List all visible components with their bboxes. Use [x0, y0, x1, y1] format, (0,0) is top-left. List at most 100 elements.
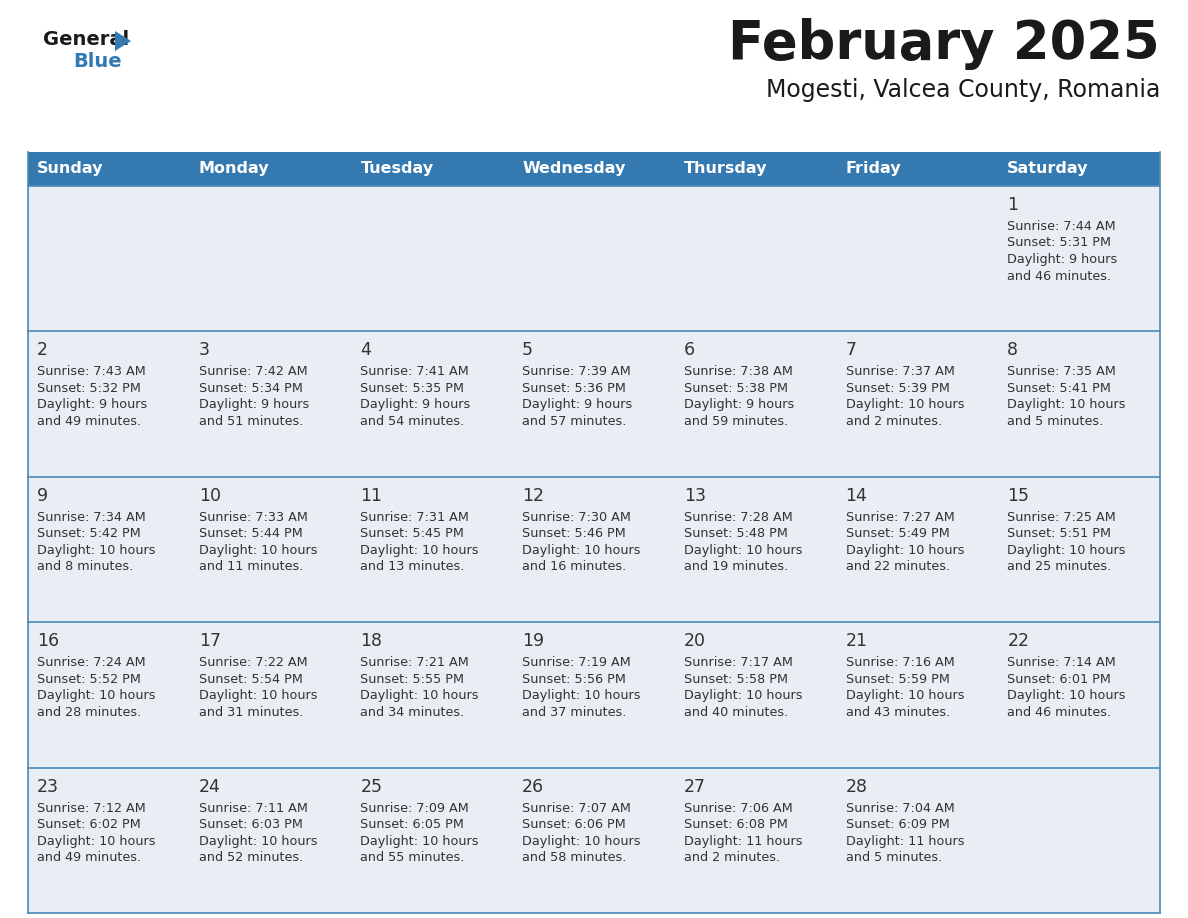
Text: Daylight: 10 hours: Daylight: 10 hours — [360, 543, 479, 557]
Text: Sunrise: 7:31 AM: Sunrise: 7:31 AM — [360, 510, 469, 524]
Text: Sunset: 5:34 PM: Sunset: 5:34 PM — [198, 382, 303, 395]
Text: Daylight: 9 hours: Daylight: 9 hours — [684, 398, 794, 411]
Text: Sunset: 5:39 PM: Sunset: 5:39 PM — [846, 382, 949, 395]
Text: Sunset: 5:38 PM: Sunset: 5:38 PM — [684, 382, 788, 395]
Text: Daylight: 9 hours: Daylight: 9 hours — [1007, 253, 1118, 266]
Text: and 5 minutes.: and 5 minutes. — [1007, 415, 1104, 428]
Text: Monday: Monday — [198, 162, 270, 176]
Text: Sunset: 5:49 PM: Sunset: 5:49 PM — [846, 527, 949, 541]
Text: and 8 minutes.: and 8 minutes. — [37, 560, 133, 574]
Text: Daylight: 10 hours: Daylight: 10 hours — [1007, 543, 1126, 557]
Text: 13: 13 — [684, 487, 706, 505]
Text: Sunrise: 7:24 AM: Sunrise: 7:24 AM — [37, 656, 146, 669]
Text: Sunrise: 7:42 AM: Sunrise: 7:42 AM — [198, 365, 308, 378]
Text: Sunset: 5:36 PM: Sunset: 5:36 PM — [523, 382, 626, 395]
Bar — [29, 331, 1159, 476]
Text: Sunset: 5:51 PM: Sunset: 5:51 PM — [1007, 527, 1111, 541]
Text: Daylight: 10 hours: Daylight: 10 hours — [523, 834, 640, 847]
Text: Sunrise: 7:11 AM: Sunrise: 7:11 AM — [198, 801, 308, 814]
Text: Blue: Blue — [72, 52, 121, 71]
Text: 14: 14 — [846, 487, 867, 505]
Text: Daylight: 10 hours: Daylight: 10 hours — [684, 689, 802, 702]
Polygon shape — [115, 31, 131, 51]
Text: Sunrise: 7:06 AM: Sunrise: 7:06 AM — [684, 801, 792, 814]
Text: Sunday: Sunday — [37, 162, 103, 176]
Text: Mogesti, Valcea County, Romania: Mogesti, Valcea County, Romania — [765, 78, 1159, 102]
Text: and 40 minutes.: and 40 minutes. — [684, 706, 788, 719]
Text: Sunrise: 7:37 AM: Sunrise: 7:37 AM — [846, 365, 954, 378]
Text: and 52 minutes.: and 52 minutes. — [198, 851, 303, 864]
Text: 21: 21 — [846, 633, 867, 650]
Text: and 55 minutes.: and 55 minutes. — [360, 851, 465, 864]
Text: and 5 minutes.: and 5 minutes. — [846, 851, 942, 864]
Text: Friday: Friday — [846, 162, 902, 176]
Text: Tuesday: Tuesday — [360, 162, 434, 176]
Text: Sunset: 6:08 PM: Sunset: 6:08 PM — [684, 818, 788, 831]
Text: 27: 27 — [684, 778, 706, 796]
Text: Daylight: 10 hours: Daylight: 10 hours — [360, 689, 479, 702]
Text: Daylight: 9 hours: Daylight: 9 hours — [360, 398, 470, 411]
Text: 11: 11 — [360, 487, 383, 505]
Text: and 58 minutes.: and 58 minutes. — [523, 851, 626, 864]
Text: and 46 minutes.: and 46 minutes. — [1007, 706, 1112, 719]
Text: Sunrise: 7:43 AM: Sunrise: 7:43 AM — [37, 365, 146, 378]
Text: 23: 23 — [37, 778, 59, 796]
Text: Sunrise: 7:25 AM: Sunrise: 7:25 AM — [1007, 510, 1116, 524]
Text: Sunset: 5:41 PM: Sunset: 5:41 PM — [1007, 382, 1111, 395]
Text: and 16 minutes.: and 16 minutes. — [523, 560, 626, 574]
Text: and 2 minutes.: and 2 minutes. — [684, 851, 781, 864]
Text: Sunset: 5:44 PM: Sunset: 5:44 PM — [198, 527, 303, 541]
Text: Sunset: 5:52 PM: Sunset: 5:52 PM — [37, 673, 141, 686]
Text: 5: 5 — [523, 341, 533, 360]
Text: Daylight: 10 hours: Daylight: 10 hours — [37, 689, 156, 702]
Text: Sunrise: 7:28 AM: Sunrise: 7:28 AM — [684, 510, 792, 524]
Bar — [29, 622, 1159, 767]
Text: 4: 4 — [360, 341, 372, 360]
Text: Daylight: 9 hours: Daylight: 9 hours — [198, 398, 309, 411]
Text: Daylight: 10 hours: Daylight: 10 hours — [198, 689, 317, 702]
Text: Sunrise: 7:38 AM: Sunrise: 7:38 AM — [684, 365, 792, 378]
Text: 25: 25 — [360, 778, 383, 796]
Text: Sunset: 5:45 PM: Sunset: 5:45 PM — [360, 527, 465, 541]
Bar — [29, 476, 1159, 622]
Text: 10: 10 — [198, 487, 221, 505]
Text: 20: 20 — [684, 633, 706, 650]
Text: and 49 minutes.: and 49 minutes. — [37, 415, 141, 428]
Text: 2: 2 — [37, 341, 48, 360]
Text: Sunset: 6:09 PM: Sunset: 6:09 PM — [846, 818, 949, 831]
Text: 28: 28 — [846, 778, 867, 796]
Text: Wednesday: Wednesday — [523, 162, 626, 176]
Text: Sunset: 6:03 PM: Sunset: 6:03 PM — [198, 818, 303, 831]
Text: and 34 minutes.: and 34 minutes. — [360, 706, 465, 719]
Text: 9: 9 — [37, 487, 49, 505]
Text: Sunset: 5:55 PM: Sunset: 5:55 PM — [360, 673, 465, 686]
Text: Sunset: 5:42 PM: Sunset: 5:42 PM — [37, 527, 140, 541]
Text: Sunrise: 7:17 AM: Sunrise: 7:17 AM — [684, 656, 792, 669]
Text: and 37 minutes.: and 37 minutes. — [523, 706, 626, 719]
Text: and 22 minutes.: and 22 minutes. — [846, 560, 949, 574]
Text: February 2025: February 2025 — [728, 18, 1159, 70]
Text: 16: 16 — [37, 633, 59, 650]
Text: Sunset: 5:56 PM: Sunset: 5:56 PM — [523, 673, 626, 686]
Text: Sunrise: 7:09 AM: Sunrise: 7:09 AM — [360, 801, 469, 814]
Text: Daylight: 10 hours: Daylight: 10 hours — [523, 543, 640, 557]
Text: Sunrise: 7:07 AM: Sunrise: 7:07 AM — [523, 801, 631, 814]
Text: Sunrise: 7:41 AM: Sunrise: 7:41 AM — [360, 365, 469, 378]
Text: Sunset: 5:32 PM: Sunset: 5:32 PM — [37, 382, 141, 395]
Text: Sunset: 5:58 PM: Sunset: 5:58 PM — [684, 673, 788, 686]
Text: Sunrise: 7:27 AM: Sunrise: 7:27 AM — [846, 510, 954, 524]
Text: Daylight: 10 hours: Daylight: 10 hours — [37, 543, 156, 557]
Text: Sunset: 5:48 PM: Sunset: 5:48 PM — [684, 527, 788, 541]
Text: Sunrise: 7:19 AM: Sunrise: 7:19 AM — [523, 656, 631, 669]
Text: and 25 minutes.: and 25 minutes. — [1007, 560, 1112, 574]
Text: Sunrise: 7:14 AM: Sunrise: 7:14 AM — [1007, 656, 1116, 669]
Text: and 31 minutes.: and 31 minutes. — [198, 706, 303, 719]
Text: and 49 minutes.: and 49 minutes. — [37, 851, 141, 864]
Text: and 54 minutes.: and 54 minutes. — [360, 415, 465, 428]
Text: 15: 15 — [1007, 487, 1029, 505]
Text: and 59 minutes.: and 59 minutes. — [684, 415, 788, 428]
Text: and 51 minutes.: and 51 minutes. — [198, 415, 303, 428]
Text: Sunrise: 7:22 AM: Sunrise: 7:22 AM — [198, 656, 308, 669]
Text: Sunrise: 7:39 AM: Sunrise: 7:39 AM — [523, 365, 631, 378]
Text: Daylight: 10 hours: Daylight: 10 hours — [846, 398, 965, 411]
